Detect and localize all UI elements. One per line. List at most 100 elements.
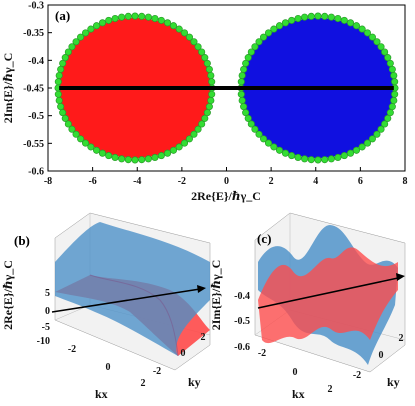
ring-marker-1-9 <box>368 33 376 41</box>
z-tick-label: 0 <box>45 306 50 317</box>
ring-marker-0-29 <box>68 43 76 51</box>
ring-marker-1-53 <box>307 156 315 164</box>
a-xtick-label: 4 <box>313 176 318 187</box>
z-tick-label: -0.5 <box>234 316 250 327</box>
ring-marker-0-35 <box>54 78 62 86</box>
ring-marker-1-24 <box>275 22 284 30</box>
a-xtick-label: -4 <box>133 176 141 187</box>
ring-marker-1-42 <box>247 120 255 128</box>
ring-marker-1-7 <box>377 43 385 51</box>
a-xtick-label: 2 <box>269 176 274 187</box>
ring-marker-1-21 <box>294 14 302 23</box>
ring-marker-1-54 <box>314 156 322 164</box>
ring-marker-0-40 <box>59 109 67 117</box>
ring-marker-1-58 <box>340 152 348 160</box>
ring-marker-1-39 <box>240 103 248 111</box>
ring-marker-1-51 <box>294 153 302 162</box>
a-xtick-label: 0 <box>224 176 229 187</box>
panel-b-intersection <box>89 274 179 357</box>
ring-marker-0-12 <box>169 22 178 30</box>
panel-a-y-ticks: -0.3 -0.35 -0.4 -0.45 -0.5 -0.55 -0.6 <box>23 1 52 178</box>
ring-marker-0-47 <box>87 143 95 151</box>
ring-marker-0-55 <box>138 156 146 164</box>
panel-b-x-axis-label: kx <box>95 387 108 401</box>
ring-marker-0-10 <box>180 29 189 37</box>
ring-marker-1-22 <box>288 16 296 24</box>
x-tick-label: 0 <box>106 362 111 373</box>
ring-marker-0-52 <box>118 155 126 163</box>
x-tick-label: -2 <box>258 348 266 359</box>
a-ytick-label: -0.3 <box>28 1 44 12</box>
ring-marker-0-59 <box>164 149 172 157</box>
panel-c-z-ticks: -0.4 -0.5 -0.6 <box>234 291 250 353</box>
panel-b: 5 0 -5 -10 -2 0 2 -2 0 2 (b) 2Re{E}/ℏγ_C kx ky <box>1 212 211 401</box>
ring-marker-0-46 <box>81 139 90 147</box>
ring-marker-1-43 <box>251 125 259 133</box>
ring-marker-0-19 <box>124 12 132 20</box>
z-tick-label: -0.4 <box>234 291 250 302</box>
ring-marker-0-62 <box>180 139 189 147</box>
panel-b-z-ticks: 5 0 -5 -10 <box>37 288 50 347</box>
ring-marker-1-60 <box>352 146 361 154</box>
ring-marker-1-2 <box>390 71 398 80</box>
ring-marker-1-62 <box>363 139 372 147</box>
a-xtick-label: 6 <box>358 176 363 187</box>
ring-marker-1-31 <box>244 54 252 62</box>
ring-marker-0-45 <box>77 135 85 143</box>
ring-marker-0-39 <box>57 103 65 111</box>
a-xtick-label: -8 <box>44 176 52 187</box>
ring-marker-1-63 <box>368 135 376 143</box>
ring-marker-1-59 <box>346 149 355 157</box>
a-ytick-label: -0.5 <box>28 111 44 122</box>
ring-marker-1-33 <box>240 65 248 73</box>
ring-marker-0-54 <box>131 156 139 164</box>
y-tick-label: 2 <box>399 333 404 344</box>
ring-marker-1-55 <box>321 156 329 164</box>
ring-marker-0-26 <box>81 29 90 37</box>
ring-marker-0-58 <box>157 152 165 160</box>
ring-marker-0-31 <box>61 54 69 62</box>
ring-marker-0-37 <box>54 90 62 98</box>
ring-marker-0-15 <box>151 14 159 23</box>
ring-marker-1-37 <box>237 90 245 98</box>
ring-marker-0-30 <box>64 48 72 56</box>
a-ytick-label: -0.45 <box>23 84 44 95</box>
ring-marker-1-28 <box>255 38 263 46</box>
panel-b-label: (b) <box>14 233 30 248</box>
ring-marker-1-47 <box>270 143 278 151</box>
ring-marker-1-32 <box>242 59 250 67</box>
ring-marker-0-34 <box>55 71 63 80</box>
ring-marker-0-48 <box>92 146 101 154</box>
ring-marker-1-23 <box>281 19 289 27</box>
panel-c-z-axis-label: 2Im{E}/ℏγ_C <box>209 260 223 330</box>
ring-marker-0-53 <box>124 156 132 164</box>
ring-marker-1-19 <box>307 12 315 20</box>
ring-marker-1-48 <box>275 146 284 154</box>
z-tick-label: -10 <box>37 336 50 347</box>
a-ytick-label: -0.35 <box>23 28 44 39</box>
ring-marker-1-69 <box>388 103 396 111</box>
panel-c: -0.4 -0.5 -0.6 -2 0 2 -2 0 2 (c) 2Im{E}/ℏγ_C k… <box>209 212 406 401</box>
ring-marker-1-12 <box>352 22 361 30</box>
ring-marker-1-41 <box>244 114 252 122</box>
y-tick-label: -2 <box>153 366 161 377</box>
ring-marker-1-34 <box>238 71 246 80</box>
ring-marker-0-27 <box>77 33 85 41</box>
ring-marker-0-61 <box>175 143 183 151</box>
a-ytick-label: -0.4 <box>28 56 44 67</box>
panel-a: -8 -6 -4 -2 0 2 4 6 8 -0.3 -0.35 -0.4 -0.45 -0.5 -0.5… <box>1 1 408 204</box>
ring-marker-0-43 <box>68 125 76 133</box>
ring-marker-0-16 <box>144 13 152 21</box>
ring-marker-1-5 <box>384 54 392 62</box>
ring-marker-1-25 <box>270 25 278 33</box>
ring-marker-1-16 <box>327 13 335 21</box>
ring-marker-0-32 <box>59 59 67 67</box>
ring-marker-0-25 <box>87 25 95 33</box>
ring-marker-0-23 <box>98 19 107 27</box>
ring-marker-0-13 <box>164 19 172 27</box>
ring-marker-0-7 <box>194 43 202 51</box>
x-tick-label: -2 <box>68 344 76 355</box>
ring-marker-0-57 <box>151 153 159 162</box>
ring-marker-1-15 <box>334 14 342 23</box>
ring-marker-0-50 <box>105 152 113 160</box>
